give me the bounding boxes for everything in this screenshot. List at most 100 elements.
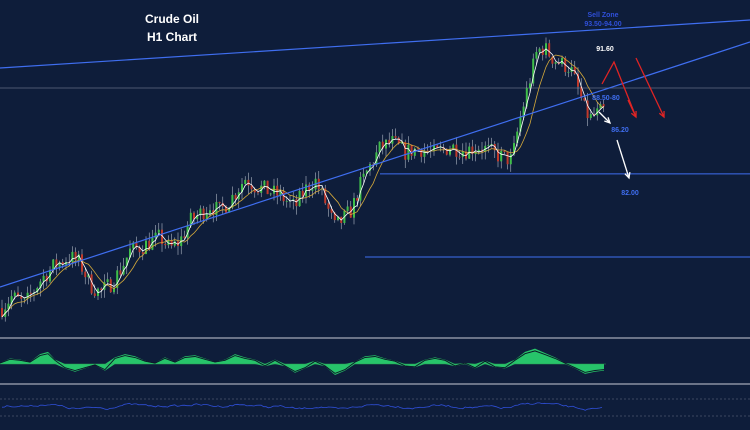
- candle-body: [196, 215, 199, 220]
- candle-body: [215, 201, 218, 216]
- candle-body: [596, 108, 599, 116]
- candle-body: [170, 240, 173, 246]
- sell-zone-label: Sell Zone: [587, 12, 618, 19]
- target-arrow-82-00-shaft: [616, 139, 630, 179]
- candle-body: [26, 292, 29, 299]
- oscillator-signal-line: [0, 350, 605, 374]
- candle-body: [205, 213, 208, 220]
- candle-body: [84, 271, 87, 278]
- candle-body: [602, 104, 605, 107]
- candle-body: [285, 201, 288, 202]
- candle-body: [567, 71, 570, 73]
- candle-body: [439, 147, 442, 149]
- candle-body: [330, 208, 333, 213]
- candle-body: [433, 145, 435, 151]
- candle-body: [186, 226, 189, 238]
- candle-body: [257, 192, 259, 194]
- level-label-82-00: 82.00: [621, 190, 639, 197]
- candle-body: [586, 100, 589, 119]
- candle-body: [497, 150, 499, 162]
- oscillator-negative-area: [0, 364, 604, 375]
- candle-body: [173, 241, 176, 246]
- candle-body: [445, 148, 448, 155]
- candle-body: [154, 232, 157, 238]
- candle-body: [77, 254, 80, 260]
- candle-body: [183, 236, 186, 238]
- candle-body: [241, 184, 243, 193]
- candle-body: [410, 144, 413, 156]
- candle-body: [538, 48, 541, 52]
- level-label-86-20: 86.20: [611, 127, 629, 134]
- candle-body: [141, 252, 144, 254]
- candle-body: [311, 189, 314, 191]
- candle-body: [39, 281, 42, 289]
- candle-body: [362, 173, 365, 177]
- candle-body: [577, 73, 579, 87]
- candle-body: [42, 275, 45, 282]
- candle-body: [225, 206, 227, 213]
- candle-body: [234, 194, 237, 200]
- candle-body: [13, 292, 16, 297]
- rising-support-trendline: [0, 41, 750, 288]
- candle-body: [29, 292, 32, 294]
- candle-body: [90, 274, 93, 294]
- candle-body: [324, 188, 327, 204]
- candle-body: [346, 206, 349, 211]
- chart-title: Crude Oil: [145, 12, 199, 26]
- candle-body: [276, 185, 279, 196]
- candle-body: [551, 56, 554, 64]
- candle-body: [522, 106, 525, 118]
- candle-body: [500, 150, 503, 162]
- moving-average-fast-line: [1, 48, 604, 318]
- candle-body: [100, 288, 103, 290]
- candle-body: [260, 185, 263, 193]
- candle-body: [253, 189, 256, 193]
- candle-body: [452, 144, 455, 149]
- candle-body: [161, 229, 163, 245]
- candle-body: [269, 193, 272, 195]
- candle-body: [308, 184, 311, 191]
- candle-body: [327, 203, 330, 209]
- candle-body: [378, 141, 381, 153]
- candle-body: [461, 151, 464, 157]
- candle-body: [52, 259, 55, 270]
- candle-body: [189, 212, 192, 227]
- candle-body: [388, 139, 391, 144]
- bearish-path-arrow-1: [601, 60, 637, 118]
- candle-body: [93, 293, 96, 296]
- oscillator-positive-area: [0, 348, 604, 364]
- candle-body: [381, 141, 384, 149]
- candle-body: [436, 145, 439, 148]
- candle-body: [573, 67, 576, 74]
- candle-body: [71, 251, 74, 263]
- candle-body: [375, 152, 378, 165]
- candle-body: [407, 144, 410, 160]
- candle-body: [369, 164, 371, 171]
- candle-body: [81, 254, 83, 272]
- candle-body: [202, 208, 205, 220]
- candle-body: [129, 248, 131, 258]
- candle-body: [45, 275, 48, 282]
- candle-body: [397, 137, 400, 144]
- candle-body: [295, 199, 298, 207]
- candle-body: [413, 148, 416, 156]
- candle-body: [570, 67, 573, 72]
- chart-subtitle: H1 Chart: [147, 30, 197, 44]
- candle-body: [359, 176, 362, 201]
- candle-body: [417, 148, 419, 150]
- candle-body: [509, 154, 512, 165]
- candle-body: [554, 62, 557, 64]
- candle-body: [519, 117, 522, 132]
- sell-zone-range-label: 93.50-94.00: [584, 21, 621, 28]
- candle-body: [55, 259, 58, 267]
- candle-body: [516, 131, 519, 144]
- candle-body: [487, 144, 490, 146]
- candle-body: [529, 83, 531, 89]
- candle-body: [151, 237, 154, 250]
- upper-trendline: [0, 19, 750, 69]
- candle-body: [74, 251, 77, 260]
- candle-body: [337, 216, 339, 221]
- candle-body: [317, 178, 320, 190]
- candle-body: [580, 86, 583, 99]
